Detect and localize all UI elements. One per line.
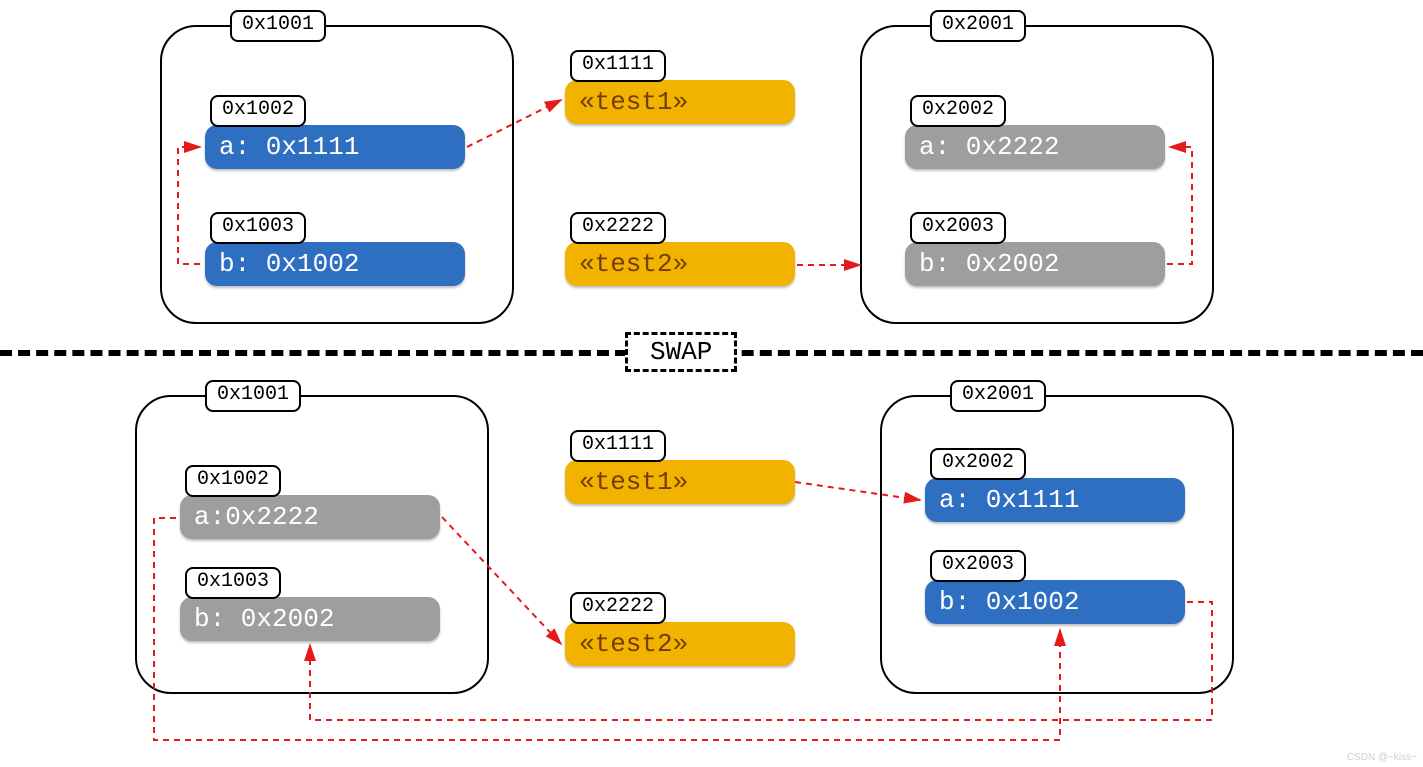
bottom-test1-object: «test1» [565, 460, 795, 504]
bottom-test1-addr: 0x1111 [570, 430, 666, 462]
bottom-left-b-addr: 0x1003 [185, 567, 281, 599]
bottom-right-container [880, 395, 1234, 694]
bottom-left-a-addr: 0x1002 [185, 465, 281, 497]
top-test1-object: «test1» [565, 80, 795, 124]
top-right-a-addr: 0x2002 [910, 95, 1006, 127]
bottom-right-b-field: b: 0x1002 [925, 580, 1185, 624]
bottom-test2-addr: 0x2222 [570, 592, 666, 624]
top-left-b-field: b: 0x1002 [205, 242, 465, 286]
bottom-left-a-field: a:0x2222 [180, 495, 440, 539]
top-test1-addr: 0x1111 [570, 50, 666, 82]
top-right-a-field: a: 0x2222 [905, 125, 1165, 169]
bottom-right-a-field: a: 0x1111 [925, 478, 1185, 522]
bottom-left-container-addr: 0x1001 [205, 380, 301, 412]
bottom-test2-object: «test2» [565, 622, 795, 666]
watermark: CSDN @~kiss~ [1347, 752, 1417, 763]
bottom-right-a-addr: 0x2002 [930, 448, 1026, 480]
top-left-a-field: a: 0x1111 [205, 125, 465, 169]
top-right-b-addr: 0x2003 [910, 212, 1006, 244]
diagram-stage: { "canvas": { "width": 1423, "height": 7… [0, 0, 1423, 767]
top-left-container-addr: 0x1001 [230, 10, 326, 42]
bottom-left-b-field: b: 0x2002 [180, 597, 440, 641]
top-left-a-addr: 0x1002 [210, 95, 306, 127]
bottom-left-container [135, 395, 489, 694]
bottom-right-container-addr: 0x2001 [950, 380, 1046, 412]
bottom-right-b-addr: 0x2003 [930, 550, 1026, 582]
swap-label: SWAP [625, 332, 737, 372]
top-right-container-addr: 0x2001 [930, 10, 1026, 42]
top-test2-addr: 0x2222 [570, 212, 666, 244]
top-right-b-field: b: 0x2002 [905, 242, 1165, 286]
top-test2-object: «test2» [565, 242, 795, 286]
top-left-b-addr: 0x1003 [210, 212, 306, 244]
